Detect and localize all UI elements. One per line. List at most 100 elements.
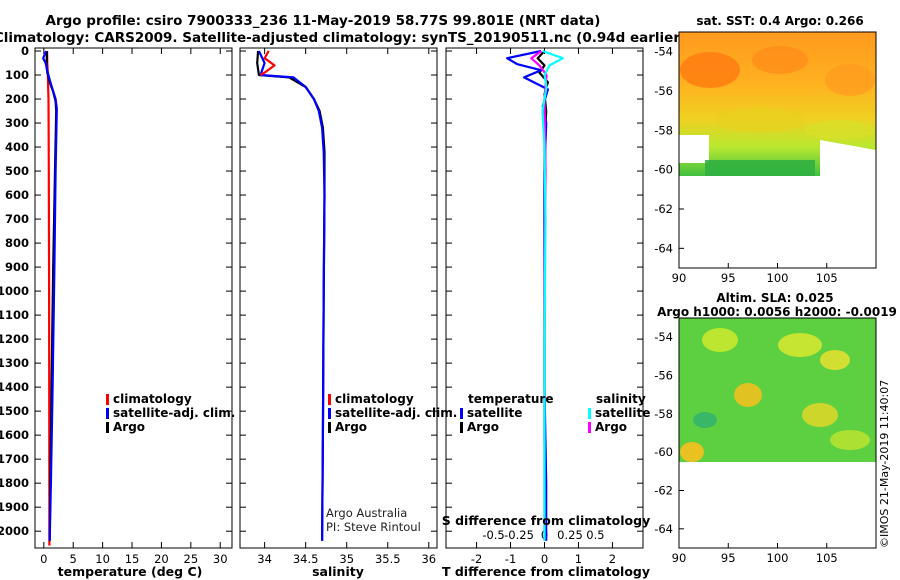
temperature-climatology-line: [46, 50, 51, 546]
s-difference-tick-label: -0.25: [504, 528, 534, 542]
depth-tick-label: 800: [5, 236, 29, 250]
legend-swatch-climatology: [106, 394, 109, 405]
map-xtick-label: 105: [816, 551, 838, 565]
difference-legend-salinity: salinity satellite Argo: [588, 392, 650, 434]
salinity-xlabel: salinity: [312, 564, 364, 579]
salinity-xtick-label: 34.5: [293, 552, 319, 566]
sst-map-title: sat. SST: 0.4 Argo: 0.266: [696, 14, 863, 28]
legend-swatch-t-satellite: [460, 408, 463, 419]
map-ytick-label: -58: [654, 123, 673, 137]
map-ytick-label: -64: [654, 522, 673, 536]
map-ytick-label: -58: [654, 407, 673, 421]
legend-swatch-satellite: [106, 408, 109, 419]
salinity-xtick-label: 36: [421, 552, 436, 566]
depth-tick-label: 500: [5, 164, 29, 178]
t-difference-satellite-line: [506, 49, 550, 541]
sla-map-frame: [678, 317, 877, 549]
salinity-xtick-label: 35: [339, 552, 354, 566]
annotation-argo-australia: Argo Australia: [326, 506, 407, 520]
depth-tick-label: 1800: [0, 476, 29, 490]
depth-tick-label: 0: [21, 44, 29, 58]
legend-swatch-s-satellite: [588, 408, 591, 419]
salinity-argo-line: [256, 50, 326, 541]
legend-label-argo: Argo: [113, 420, 145, 434]
map-ytick-label: -62: [654, 202, 673, 216]
depth-tick-label: 1000: [0, 284, 29, 298]
map-ytick-label: -62: [654, 484, 673, 498]
map-ytick-label: -56: [654, 369, 673, 383]
legend-swatch-argo: [106, 422, 109, 433]
legend-swatch-s-argo: [588, 422, 591, 433]
depth-tick-label: 1900: [0, 500, 29, 514]
s-difference-tick-label: 0.25: [557, 528, 583, 542]
depth-tick-label: 100: [5, 68, 29, 82]
map-ytick-label: -54: [654, 45, 673, 59]
legend-title-salinity: salinity: [596, 392, 646, 406]
salinity-xtick-label: 34: [257, 552, 272, 566]
depth-tick-label: 1300: [0, 356, 29, 370]
depth-tick-label: 300: [5, 116, 29, 130]
depth-tick-label: 2000: [0, 524, 29, 538]
temperature-xtick-label: 20: [154, 552, 169, 566]
depth-tick-label: 1200: [0, 332, 29, 346]
depth-tick-label: 1600: [0, 428, 29, 442]
salinity-xtick-label: 35.5: [375, 552, 401, 566]
salinity-panel-frame: [239, 47, 438, 549]
legend-swatch-argo: [328, 422, 331, 433]
map-xtick-label: 100: [767, 551, 789, 565]
legend-swatch-t-argo: [460, 422, 463, 433]
sst-map-frame: [678, 31, 877, 269]
legend-label-satellite: satellite-adj. clim.: [335, 406, 457, 420]
salinity-legend: climatology satellite-adj. clim. Argo: [328, 392, 457, 434]
depth-tick-label: 1400: [0, 380, 29, 394]
s-difference-tick-label: 0.5: [586, 528, 604, 542]
map-ytick-label: -56: [654, 84, 673, 98]
legend-label-s-satellite: satellite: [595, 406, 650, 420]
map-xtick-label: 105: [816, 271, 838, 285]
imos-credit: ©IMOS 21-May-2019 11:40:07: [878, 380, 891, 548]
temperature-xtick-label: 15: [125, 552, 140, 566]
legend-label-argo: Argo: [335, 420, 367, 434]
depth-tick-label: 200: [5, 92, 29, 106]
map-ytick-label: -60: [654, 445, 673, 459]
t-difference-xtick-label: 1: [575, 552, 582, 566]
depth-tick-label: 600: [5, 188, 29, 202]
temperature-xlabel: temperature (deg C): [58, 564, 203, 579]
legend-label-climatology: climatology: [113, 392, 192, 406]
legend-label-t-argo: Argo: [467, 420, 499, 434]
depth-tick-label: 700: [5, 212, 29, 226]
sla-map-image: [679, 318, 876, 462]
temperature-xtick-label: 10: [95, 552, 110, 566]
map-ytick-label: -64: [654, 241, 673, 255]
t-difference-xtick-label: -2: [471, 552, 482, 566]
salinity-satellite-line: [257, 50, 326, 541]
sla-map-title-1: Altim. SLA: 0.025: [716, 291, 833, 305]
legend-label-s-argo: Argo: [595, 420, 627, 434]
legend-swatch-climatology: [328, 394, 331, 405]
t-difference-xlabel: T difference from climatology: [442, 564, 650, 579]
salinity-climatology-line: [259, 50, 276, 76]
sla-map-title-2: Argo h1000: 0.0056 h2000: -0.0019: [657, 305, 897, 319]
depth-tick-label: 1700: [0, 452, 29, 466]
temperature-xtick-label: 0: [40, 552, 47, 566]
difference-legend-temperature: temperature satellite Argo: [460, 392, 553, 434]
legend-swatch-satellite: [328, 408, 331, 419]
temperature-satellite-line: [42, 50, 58, 541]
map-xtick-label: 90: [672, 551, 687, 565]
depth-tick-label: 900: [5, 260, 29, 274]
s-difference-satellite-line: [541, 49, 564, 541]
legend-label-t-satellite: satellite: [467, 406, 522, 420]
depth-tick-label: 1100: [0, 308, 29, 322]
temperature-xtick-label: 30: [213, 552, 228, 566]
legend-label-satellite: satellite-adj. clim.: [113, 406, 235, 420]
annotation-pi: PI: Steve Rintoul: [326, 520, 421, 534]
legend-label-climatology: climatology: [335, 392, 414, 406]
temperature-xtick-label: 5: [70, 552, 77, 566]
map-ytick-label: -60: [654, 163, 673, 177]
temperature-legend: climatology satellite-adj. clim. Argo: [106, 392, 235, 434]
depth-tick-label: 1500: [0, 404, 29, 418]
t-difference-xtick-label: 0: [541, 552, 548, 566]
temperature-panel-frame: [34, 47, 233, 549]
temperature-xtick-label: 25: [184, 552, 199, 566]
